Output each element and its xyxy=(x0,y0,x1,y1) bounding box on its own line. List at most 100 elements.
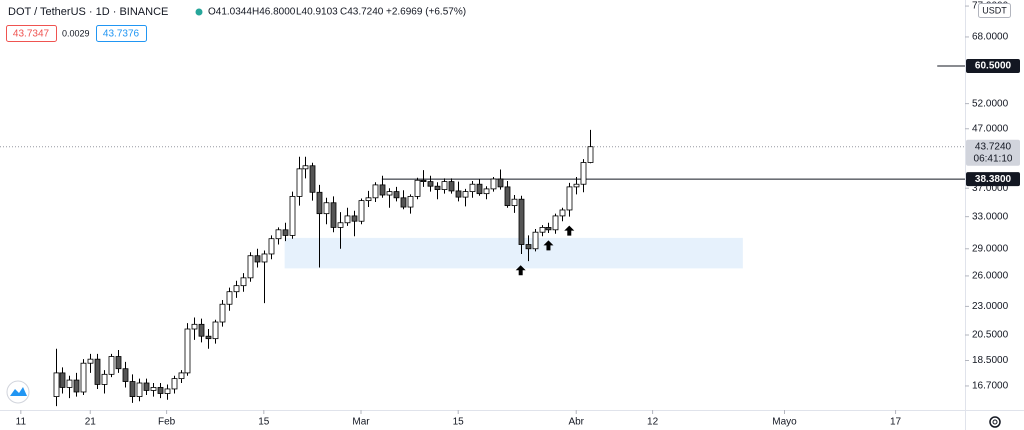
candle-body xyxy=(268,238,275,255)
candle-body xyxy=(455,190,462,198)
candle-body xyxy=(400,197,407,208)
candle-body xyxy=(143,382,150,391)
price-line-box xyxy=(966,172,1020,187)
candle-body xyxy=(525,244,532,250)
y-tick-label: 29.0000 xyxy=(972,243,1009,254)
x-tick-label: 15 xyxy=(258,417,270,428)
candle-body xyxy=(80,362,87,393)
candle-body xyxy=(254,255,261,263)
settings[interactable] xyxy=(989,416,1001,428)
candle-body xyxy=(87,358,94,364)
candle-body xyxy=(212,321,219,340)
candle-body xyxy=(386,191,393,196)
spread: 0.0029 xyxy=(62,28,90,38)
candle-body xyxy=(247,255,254,279)
candle-body xyxy=(330,202,337,228)
candle-body xyxy=(289,196,296,236)
candle-body xyxy=(323,202,330,215)
last-price-box xyxy=(966,139,1020,166)
logo[interactable] xyxy=(6,380,30,404)
candle-body xyxy=(573,183,580,188)
candle-body xyxy=(296,168,303,197)
buy-box[interactable] xyxy=(96,25,147,42)
axis-labels: 16.7000 18.5000 20.5000 23.0000 26.0000 29.00… xyxy=(16,1,1020,428)
y-tick-label: 20.5000 xyxy=(972,330,1009,341)
candle-body xyxy=(420,179,427,182)
y-tick-label: 47.0000 xyxy=(972,123,1009,134)
candle-body xyxy=(164,388,171,394)
candle-body xyxy=(115,356,122,370)
candle-body xyxy=(518,198,525,245)
candle-body xyxy=(407,196,414,208)
candle-body xyxy=(379,184,386,196)
candle-body xyxy=(434,185,441,190)
candle-body xyxy=(184,328,191,374)
currency: USDT xyxy=(982,5,1007,15)
gear xyxy=(989,416,1001,428)
candle-body xyxy=(365,197,372,202)
candle-body xyxy=(171,378,178,390)
candle-body xyxy=(511,198,518,207)
candle-body xyxy=(219,303,226,323)
candle-body xyxy=(53,372,60,397)
candle-body xyxy=(233,285,240,293)
candle-body xyxy=(129,381,136,397)
ohlc-open: O41.0344 xyxy=(208,7,252,18)
candle-body xyxy=(157,387,164,394)
candle-body xyxy=(393,191,400,199)
candle-body xyxy=(351,215,358,222)
candle-body xyxy=(59,372,66,388)
x-tick-label: Mayo xyxy=(772,417,797,428)
candle-body xyxy=(532,231,539,250)
candle-body xyxy=(108,356,115,375)
candle-body xyxy=(205,335,212,340)
x-tick-label: Mar xyxy=(352,417,370,428)
buy-price: 43.7376 xyxy=(103,29,140,40)
candle-body xyxy=(94,358,101,385)
sell-price: 43.7347 xyxy=(13,29,50,40)
currency-box[interactable] xyxy=(978,3,1011,18)
sell-box[interactable] xyxy=(6,25,57,42)
y-tick-label: 52.0000 xyxy=(972,98,1009,109)
candle-body xyxy=(344,215,351,224)
ohlc-low: L40.9103 xyxy=(296,7,338,18)
candle-body xyxy=(66,379,73,388)
candle-body xyxy=(566,186,573,211)
candle-body xyxy=(191,323,198,330)
candle-body xyxy=(226,291,233,305)
y-tick-label: 68.0000 xyxy=(972,32,1009,43)
candle-body xyxy=(122,368,129,382)
y-tick-label: 26.0000 xyxy=(972,271,1009,282)
ohlc-close: C43.7240 xyxy=(340,7,384,18)
status-dot xyxy=(195,8,203,16)
candle-body xyxy=(441,181,448,190)
candle-body xyxy=(462,191,469,198)
candle-body xyxy=(150,387,157,391)
y-tick-label: 16.7000 xyxy=(972,381,1009,392)
candle-body xyxy=(490,178,497,190)
y-tick-label: 23.0000 xyxy=(972,301,1009,312)
candle-body xyxy=(427,181,434,187)
price-line-box xyxy=(966,59,1020,74)
candle-body xyxy=(448,181,455,192)
candle-body xyxy=(101,373,108,385)
candle-body xyxy=(73,379,80,393)
symbol: DOT / TetherUS · 1D · BINANCE xyxy=(8,6,168,18)
candle-body xyxy=(178,372,185,380)
y-tick-label: 18.5000 xyxy=(972,355,1009,366)
x-tick-label: Feb xyxy=(158,417,176,428)
gear-center xyxy=(992,419,998,425)
x-tick-label: 17 xyxy=(890,417,902,428)
candle-body xyxy=(309,165,316,193)
change: +2.6969 (+6.57%) xyxy=(386,7,466,18)
candle-body xyxy=(302,165,309,170)
candle-body xyxy=(261,253,268,263)
last-price-label: 43.7240 xyxy=(975,141,1012,152)
candle-body xyxy=(539,227,546,233)
x-tick-label: 15 xyxy=(453,417,465,428)
arrow-marker xyxy=(564,225,575,236)
candle-body xyxy=(337,222,344,228)
candle-body xyxy=(552,215,559,231)
